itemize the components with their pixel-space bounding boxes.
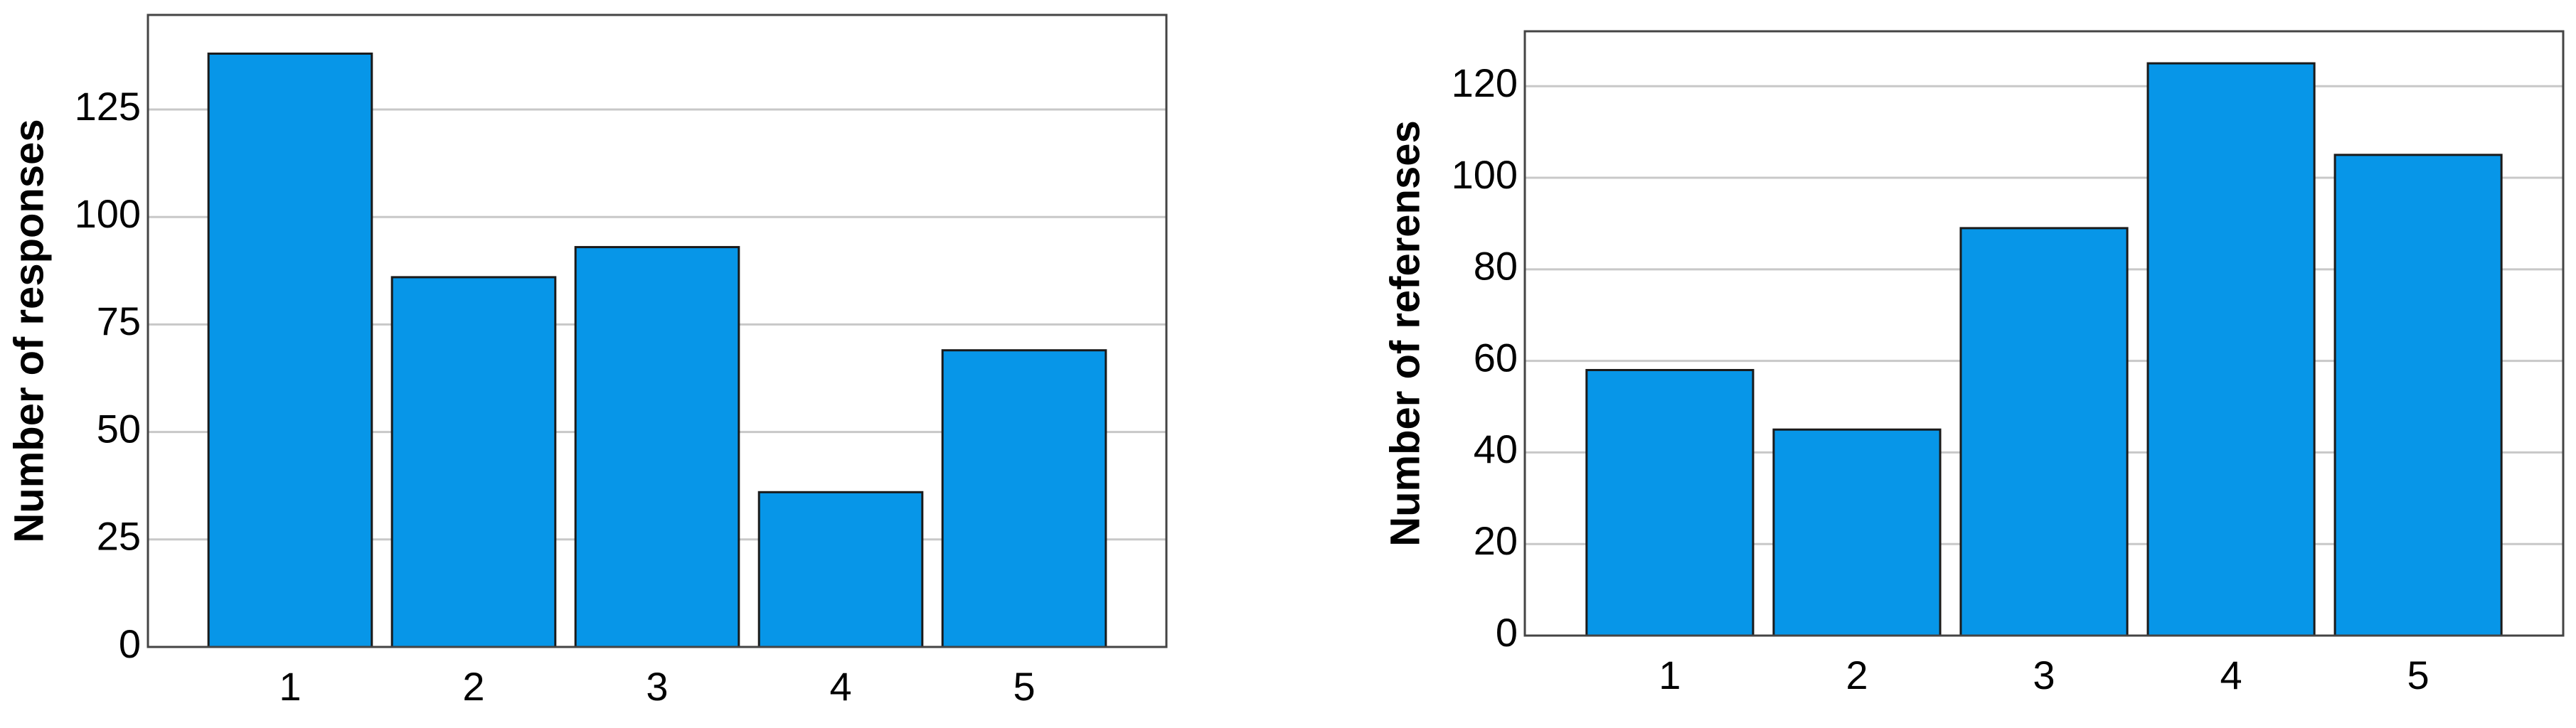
bar <box>757 491 924 648</box>
x-tick-label: 1 <box>1659 653 1681 697</box>
x-tick-label: 2 <box>462 664 484 709</box>
y-tick-label: 80 <box>1474 244 1518 289</box>
x-tick-label: 2 <box>1846 653 1868 697</box>
y-tick-label: 125 <box>75 84 141 129</box>
bar <box>2333 154 2503 637</box>
bar-chart: 0 25 50 75 100 125 1 2 3 4 5 Number of responses <box>6 14 1168 709</box>
bar-chart: 0 20 40 60 80 100 120 1 2 3 4 5 Number of referenses <box>1382 30 2565 697</box>
x-tick-label: 3 <box>2033 653 2055 697</box>
axis-title: Number of referenses <box>1382 120 1428 547</box>
y-tick-label: 25 <box>97 514 141 559</box>
y-tick-label: 50 <box>97 406 141 451</box>
bar <box>390 276 557 648</box>
y-tick-label: 75 <box>97 299 141 343</box>
bar <box>207 52 373 648</box>
x-tick-label: 5 <box>2407 653 2429 697</box>
y-tick-label: 60 <box>1474 335 1518 380</box>
bar <box>1959 227 2129 637</box>
y-tick-label: 0 <box>119 621 141 666</box>
bar <box>941 349 1107 648</box>
x-tick-label: 4 <box>2220 653 2242 697</box>
plot-frame <box>1523 30 2565 637</box>
axis-title: Number of responses <box>6 119 52 542</box>
y-tick-label: 0 <box>1496 610 1518 655</box>
y-tick-label: 100 <box>75 191 141 236</box>
x-tick-label: 1 <box>279 664 301 709</box>
bar <box>1585 369 1755 637</box>
x-tick-label: 3 <box>646 664 668 709</box>
x-tick-label: 4 <box>829 664 851 709</box>
bar <box>1772 428 1942 637</box>
bar <box>574 246 740 648</box>
y-tick-label: 120 <box>1452 60 1518 105</box>
y-tick-label: 100 <box>1452 152 1518 197</box>
x-tick-label: 5 <box>1013 664 1035 709</box>
plot-frame <box>147 14 1168 648</box>
y-tick-label: 40 <box>1474 427 1518 471</box>
y-tick-label: 20 <box>1474 518 1518 563</box>
bar <box>2146 62 2316 637</box>
